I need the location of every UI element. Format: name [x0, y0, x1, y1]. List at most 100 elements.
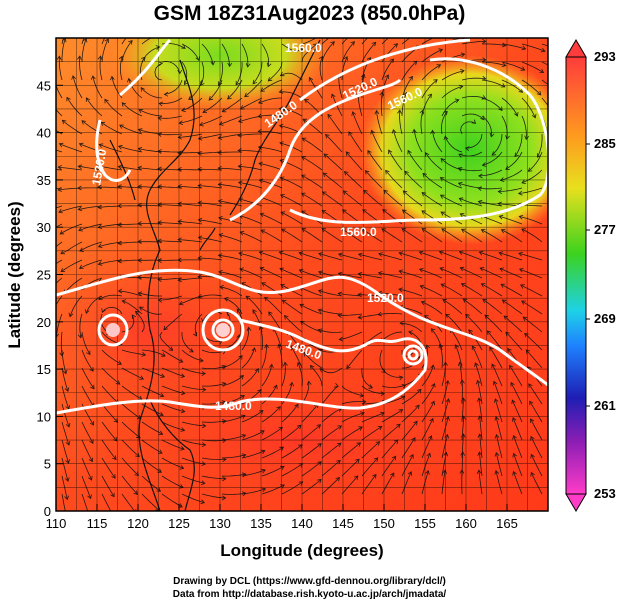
- streamline-arrowhead: [474, 362, 479, 367]
- streamline-arrowhead: [529, 418, 535, 423]
- streamline-arrowhead: [180, 427, 186, 432]
- streamline: [202, 97, 223, 113]
- streamline: [58, 56, 63, 81]
- streamline-arrowhead: [427, 435, 433, 440]
- streamline-arrowhead: [337, 271, 343, 277]
- streamline: [56, 149, 63, 153]
- streamline-arrowhead: [479, 267, 485, 272]
- colorbar-bottom-arrow: [565, 493, 587, 512]
- streamline: [421, 435, 432, 459]
- streamline-arrowhead: [160, 32, 164, 36]
- streamline-arrowhead: [460, 451, 466, 456]
- streamline-arrowhead: [112, 455, 117, 461]
- streamline: [378, 253, 403, 261]
- streamline: [58, 166, 83, 171]
- streamline-arrowhead: [241, 434, 247, 439]
- streamline: [56, 205, 63, 209]
- streamline-arrowhead: [197, 217, 203, 223]
- streamline: [59, 143, 83, 153]
- streamline-arrowhead: [279, 194, 285, 199]
- streamline: [385, 170, 403, 189]
- streamline-arrowhead: [327, 113, 332, 119]
- streamline: [201, 457, 226, 461]
- streamline-arrowhead: [296, 424, 302, 430]
- streamline-arrowhead: [43, 253, 47, 257]
- streamline: [439, 251, 463, 261]
- streamline-arrowhead: [498, 251, 504, 256]
- streamline: [521, 97, 536, 118]
- streamline: [201, 475, 226, 480]
- streamline-arrowhead: [66, 96, 71, 102]
- streamline-arrowhead: [477, 186, 482, 192]
- streamline: [101, 403, 118, 423]
- streamline: [198, 133, 223, 140]
- streamline: [381, 423, 401, 441]
- streamline: [56, 169, 63, 171]
- streamline: [461, 433, 464, 459]
- streamline: [537, 133, 543, 158]
- streamline: [121, 38, 127, 45]
- streamline-arrowhead: [338, 336, 344, 342]
- streamline: [478, 187, 503, 190]
- streamline-arrowhead: [78, 264, 84, 269]
- streamline-arrowhead: [89, 367, 94, 372]
- streamline-arrowhead: [430, 364, 436, 369]
- streamline: [98, 294, 123, 300]
- streamline: [521, 169, 543, 184]
- streamline: [61, 349, 67, 374]
- streamline-arrowhead: [221, 365, 227, 370]
- streamline: [161, 439, 185, 450]
- streamline: [281, 362, 286, 387]
- streamline: [420, 285, 443, 297]
- streamline-arrowhead: [367, 149, 372, 155]
- streamline: [401, 389, 422, 405]
- streamline-arrowhead: [78, 142, 84, 148]
- streamline: [509, 365, 523, 387]
- streamline: [241, 327, 249, 351]
- streamline-arrowhead: [258, 410, 264, 415]
- streamline: [101, 385, 119, 404]
- streamline: [56, 187, 63, 190]
- streamline-arrowhead: [518, 268, 524, 273]
- streamline: [458, 182, 483, 189]
- streamline: [260, 79, 283, 92]
- contour-label: 1560.0: [340, 225, 377, 239]
- x-tick-label: 155: [414, 516, 436, 531]
- streamline: [361, 412, 385, 423]
- streamline: [361, 228, 383, 243]
- streamline: [81, 331, 91, 355]
- streamline-arrowhead: [110, 23, 114, 27]
- streamline-arrowhead: [98, 295, 103, 300]
- streamline-arrowhead: [443, 451, 449, 457]
- streamline: [178, 151, 203, 154]
- streamline-arrowhead: [283, 361, 288, 367]
- streamline-arrowhead: [257, 99, 263, 104]
- streamline-arrowhead: [429, 417, 434, 423]
- streamline-arrowhead: [457, 361, 463, 367]
- y-axis: 0 5 10 15 20 25 30 35 40 45: [37, 78, 63, 519]
- streamline-arrowhead: [430, 328, 436, 333]
- streamline: [529, 401, 543, 423]
- streamline: [97, 186, 123, 189]
- streamline: [481, 43, 506, 46]
- streamline-arrowhead: [39, 144, 43, 148]
- streamline: [122, 300, 143, 315]
- streamline: [279, 268, 303, 279]
- streamline-arrowhead: [264, 343, 270, 349]
- streamline-arrowhead: [168, 346, 174, 351]
- streamline-arrowhead: [376, 28, 380, 32]
- streamline: [325, 134, 343, 153]
- streamline-arrowhead: [512, 452, 517, 458]
- streamline-arrowhead: [370, 129, 375, 135]
- streamline: [319, 367, 343, 374]
- streamline-arrowhead: [521, 228, 526, 233]
- streamline-arrowhead: [77, 206, 83, 212]
- streamline-arrowhead: [38, 167, 42, 171]
- streamline-arrowhead: [217, 199, 223, 204]
- credit-data: Data from http://database.rish.kyoto-u.a…: [172, 589, 447, 600]
- streamline: [478, 470, 483, 495]
- streamline-arrowhead: [379, 91, 385, 97]
- streamline: [62, 119, 83, 135]
- streamline-arrowhead: [459, 213, 465, 218]
- streamline: [238, 133, 262, 136]
